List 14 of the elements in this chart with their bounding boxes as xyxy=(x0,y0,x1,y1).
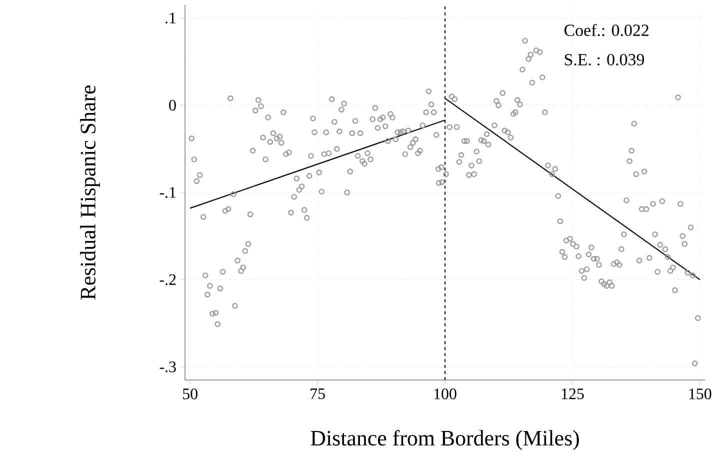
x-tick-label: 50 xyxy=(183,388,198,400)
y-tick-label: .1 xyxy=(166,12,176,24)
annotation: Coef.: 0.022 xyxy=(564,24,648,36)
y-axis-title: Residual Hispanic Share xyxy=(80,86,100,300)
x-tick-label: 100 xyxy=(434,388,456,400)
x-tick-label: 125 xyxy=(562,388,584,400)
x-axis-title: Distance from Borders (Miles) xyxy=(310,430,579,450)
y-tick-label: -.2 xyxy=(160,274,176,286)
y-tick-label: 0 xyxy=(169,100,176,111)
annotation: S.E. : 0.039 xyxy=(564,54,644,66)
x-tick-label: 150 xyxy=(689,388,712,400)
y-tick-label: -.3 xyxy=(160,362,176,372)
y-tick-label: -.1 xyxy=(160,187,176,198)
x-tick-label: 75 xyxy=(310,388,325,400)
